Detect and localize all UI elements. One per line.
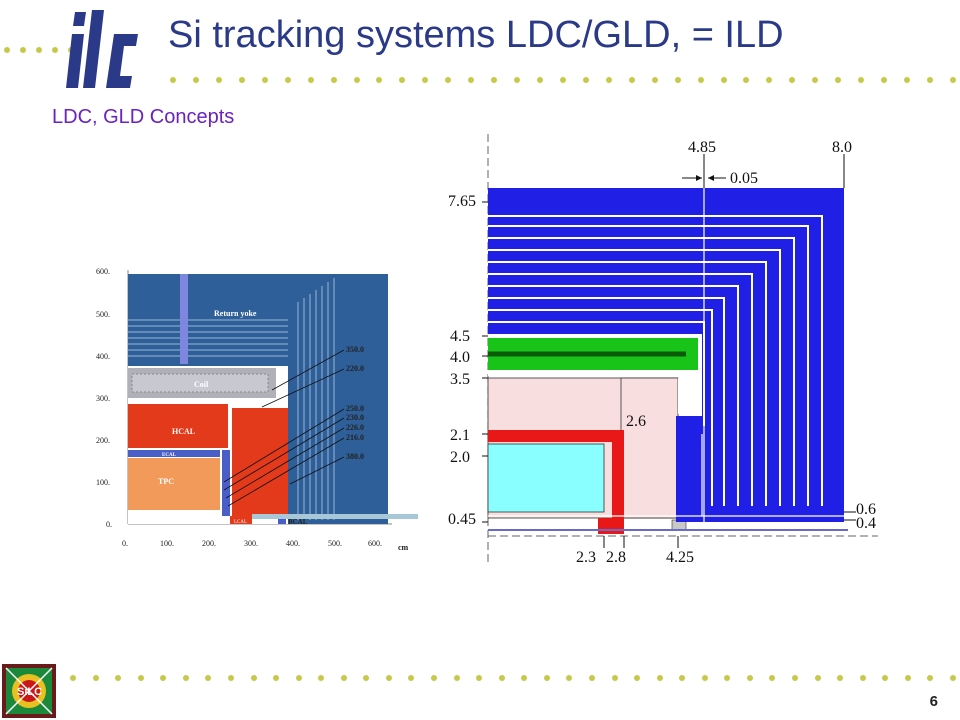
dim-2-3: 2.3	[576, 549, 596, 566]
dim-4-5: 4.5	[450, 328, 470, 345]
ldc-x-tick: 100.	[160, 539, 174, 548]
ecal	[128, 450, 220, 457]
ldc-radius-label: 230.0	[346, 413, 364, 422]
silc-logo: SiLC	[2, 664, 56, 718]
dim-0-6: 0.6	[856, 501, 876, 518]
header-dotted-rule-long	[170, 76, 956, 84]
ilc-logo: ilc	[66, 10, 138, 88]
ldc-x-unit: cm	[398, 543, 409, 552]
tpc	[128, 458, 220, 510]
dim-0-4: 0.4	[856, 515, 876, 532]
silc-logo-text: SiLC	[17, 686, 42, 698]
ldc-y-tick: 0.	[106, 520, 112, 529]
return-yoke-label: Return yoke	[214, 309, 257, 318]
ldc-x-tick: 0.	[122, 539, 128, 548]
dim-0-05: 0.05	[730, 170, 758, 187]
slide-subtitle: LDC, GLD Concepts	[52, 106, 235, 128]
ldc-y-tick: 200.	[96, 436, 110, 445]
lcal-label: LCAL	[234, 520, 247, 525]
ldc-x-tick: 300.	[244, 539, 258, 548]
ldc-radius-label: 226.0	[346, 423, 364, 432]
ldc-x-tick: 500.	[328, 539, 342, 548]
coil-label: Coil	[194, 380, 209, 389]
red-support	[488, 430, 624, 526]
ldc-radius-label: 350.0	[346, 345, 364, 354]
dim-2-8: 2.8	[606, 549, 626, 566]
blue-tracker	[488, 188, 844, 522]
dim-4-85: 4.85	[688, 139, 716, 156]
ldc-radius-label: 250.0	[346, 404, 364, 413]
lcal	[230, 516, 252, 524]
hcal-label: HCAL	[172, 427, 195, 436]
ldc-x-tick: 600.	[368, 539, 382, 548]
slide-title: Si tracking systems LDC/GLD, = ILD	[168, 14, 784, 56]
ldc-y-tick: 300.	[96, 394, 110, 403]
footer-dotted-rule	[70, 674, 956, 682]
cyan-region	[487, 443, 605, 513]
ldc-radius-label: 220.0	[346, 364, 364, 373]
ldc-x-tick: 400.	[286, 539, 300, 548]
ldc-y-tick: 400.	[96, 352, 110, 361]
bcal-label: BCAL	[288, 518, 308, 526]
ldc-y-tick: 500.	[96, 310, 110, 319]
ldc-radius-label: 380.0	[346, 452, 364, 461]
ldc-x-tick: 200.	[202, 539, 216, 548]
dim-4-25: 4.25	[666, 549, 694, 566]
dim-2-0: 2.0	[450, 449, 470, 466]
dim-2-1: 2.1	[450, 427, 470, 444]
dim-0-45: 0.45	[448, 511, 476, 528]
dim-7-65: 7.65	[448, 193, 476, 210]
ecal-label: ECAL	[162, 453, 177, 458]
ldc-radius-label: 216.0	[346, 433, 364, 442]
dim-8-0: 8.0	[832, 139, 852, 156]
dim-4-0: 4.0	[450, 349, 470, 366]
dim-3-5: 3.5	[450, 371, 470, 388]
ldc-y-tick: 600.	[96, 267, 110, 276]
dim-2-6: 2.6	[626, 413, 646, 430]
gld-tracker-diagram: 4.85 8.0 0.05 7.65 4.5 4.0 3.5 2.1 2.0 0…	[448, 134, 878, 566]
ldc-y-tick: 100.	[96, 478, 110, 487]
ldc-detector-diagram: 600. 500. 400. 300. 200. 100. 0. 0. 100.…	[96, 267, 418, 552]
tpc-label: TPC	[158, 477, 174, 486]
page-number: 6	[929, 693, 938, 710]
hcal	[128, 404, 228, 448]
